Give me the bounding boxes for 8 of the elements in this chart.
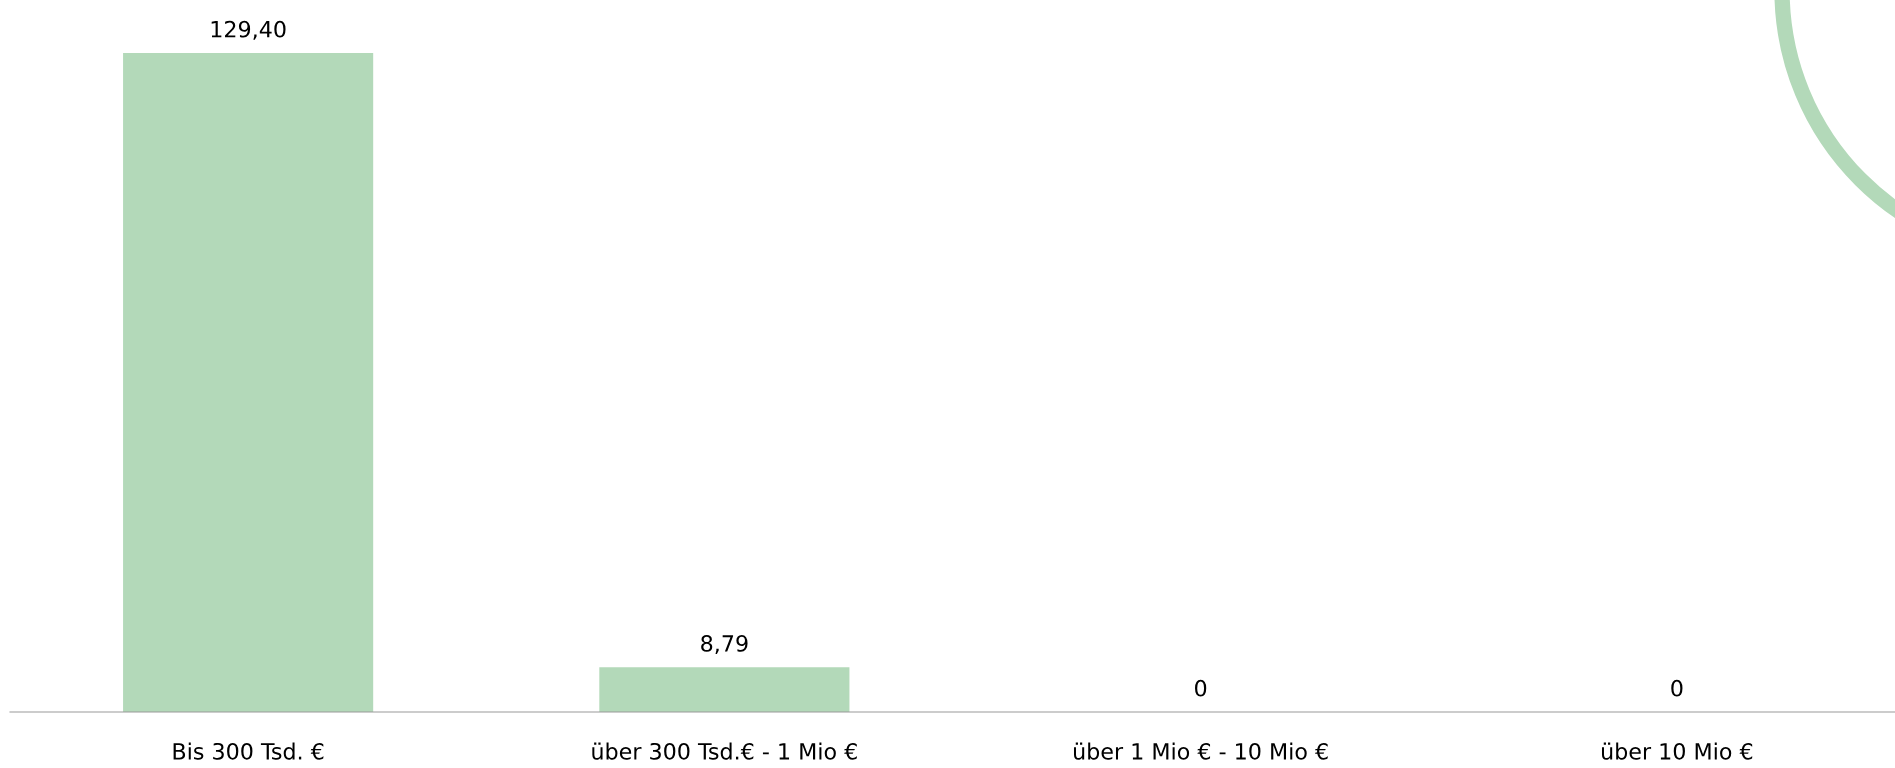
data-label: 129,40 bbox=[211, 20, 286, 40]
x-tick-label: über 1 Mio € - 10 Mio € bbox=[1073, 742, 1328, 760]
data-label: 8,79 bbox=[701, 635, 748, 655]
x-tick-label: über 300 Tsd.€ - 1 Mio € bbox=[592, 742, 857, 760]
x-tick-label: Bis 300 Tsd. € bbox=[173, 742, 324, 760]
data-label: 0 bbox=[1195, 679, 1207, 697]
data-label: 0 bbox=[1671, 679, 1683, 697]
x-tick-label: über 10 Mio € bbox=[1601, 742, 1753, 760]
